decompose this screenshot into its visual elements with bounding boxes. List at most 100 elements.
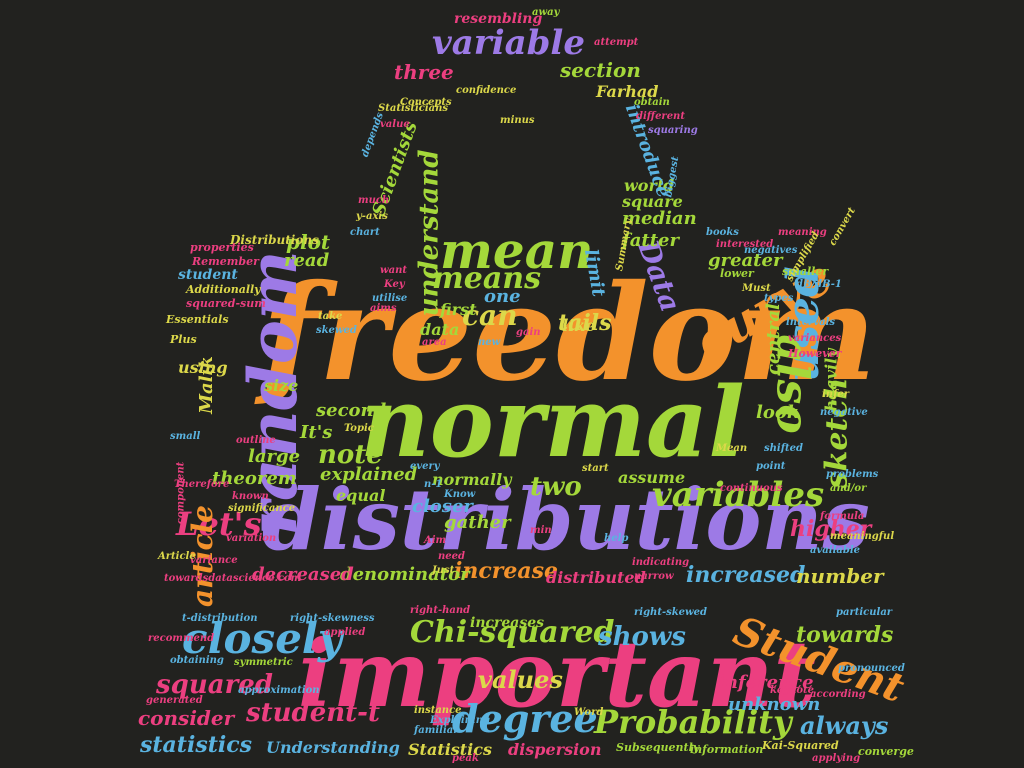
word-squaring: squaring [648,125,698,136]
word-negative: negative [820,407,868,418]
word-one: one [484,286,521,307]
word-confidence: confidence [456,85,517,96]
word-probability: Probability [594,703,792,741]
word-want: want [380,265,407,276]
word-variances: variances [788,333,842,344]
word-value: value [380,119,410,130]
word-second: second [316,400,387,421]
word-explained: explained [320,464,418,485]
word-infer: infer [822,389,850,400]
word-distributions: distributions [262,470,870,569]
word-according: according [810,689,866,700]
word-decreased: decreased [252,564,354,585]
word-three: three [394,60,454,84]
word-aim: Aim [424,535,447,546]
word-squared: squared [156,670,273,700]
word-plus: Plus [170,333,197,346]
word-closer: closer [412,496,473,517]
word-resembling: resembling [454,11,543,27]
word-normal: normal [360,366,745,479]
word-available: available [810,545,860,556]
word-smaller: smaller [782,265,829,278]
word-applied: applied [324,627,366,638]
word-like: like [562,316,596,335]
word-key: Key [384,279,405,290]
word-formula: formula [820,511,865,522]
word-negatives: negatives [744,245,798,256]
word-intervals: intervals [786,317,836,328]
word-known: known [232,491,269,502]
word-look: look [756,402,800,423]
word-take: take [318,311,343,322]
word-distributed: distributed [546,568,646,587]
word-increases: increases [470,615,545,631]
word-convert: convert [827,205,858,248]
word-median: median [622,208,697,229]
word-shifted: shifted [764,443,803,454]
word-particular: particular [836,607,893,618]
word-tails: tails [558,310,612,336]
word-normally: normally [432,470,512,489]
word-types: types [764,293,794,304]
word-pronounced: pronounced [838,663,905,674]
word-inference: inference [718,672,814,693]
word-explaining: Explaining [430,715,490,726]
word-subsequently: Subsequently [616,741,700,754]
word-student-small: student [178,267,238,283]
word-variance: variance [190,555,238,566]
word-generated: generated [146,695,203,706]
word-depends: depends [359,111,386,159]
word-lets: Let's [176,505,262,543]
word-t-distribution: t-distribution [182,613,258,624]
word-closely: closely [182,614,343,663]
word-meaning: meaning [778,227,827,238]
word-plot: plot [286,230,331,254]
word-size: size [264,376,299,395]
word-utilise: utilise [372,293,408,304]
word-increased: increased [686,562,806,588]
word-essentials: Essentials [166,313,229,326]
word-must: Must [742,283,771,294]
word-meaningful: meaningful [830,531,895,542]
word-peak: peak [452,753,479,764]
word-additionally: Additionally [186,283,261,296]
word-chi-squared: Chi-squared [410,615,615,650]
word-greater: greater [708,250,783,271]
word-every: every [410,461,440,472]
word-remember: Remember [192,255,259,268]
word-know: Know [444,489,476,500]
word-dispersion: dispersion [508,740,602,759]
word-higher: higher [790,516,872,542]
word-approximation: approximation [238,685,320,696]
word-just: Just [432,565,455,576]
word-mean: mean [440,221,594,280]
word-aims: aims [370,303,397,314]
word-assume: assume [618,468,686,487]
word-note: note [318,440,383,470]
word-information: information [690,743,764,756]
word-statisticians: Statisticians [378,103,449,114]
word-student-t: student-t [246,698,380,728]
word-y-axis: y-axis [356,211,388,222]
word-variable: variable [432,23,585,63]
word-mean-small: Mean [716,443,748,454]
word-continuous: continuous [720,483,783,494]
word-need: need [438,551,465,562]
word-familiar: familiar [414,725,459,736]
word-statistics-cap: Statistics [408,740,493,759]
word-squared-sum: squared-sum [186,297,266,310]
word-topic: Topic [344,423,374,434]
word-recommend: recommend [148,633,215,644]
word-using: using [178,358,228,377]
word-data-small: data [420,320,460,339]
word-help: help [604,533,629,544]
word-narrow: narrow [634,571,674,582]
word-right-skewness: right-skewness [290,613,375,624]
word-and-or: and/or [830,483,867,494]
word-increase: increase [454,558,558,584]
word-its: It's [300,422,333,443]
word-unknown: unknown [728,694,821,715]
word-start: start [582,463,609,474]
word-important: important [298,620,816,728]
